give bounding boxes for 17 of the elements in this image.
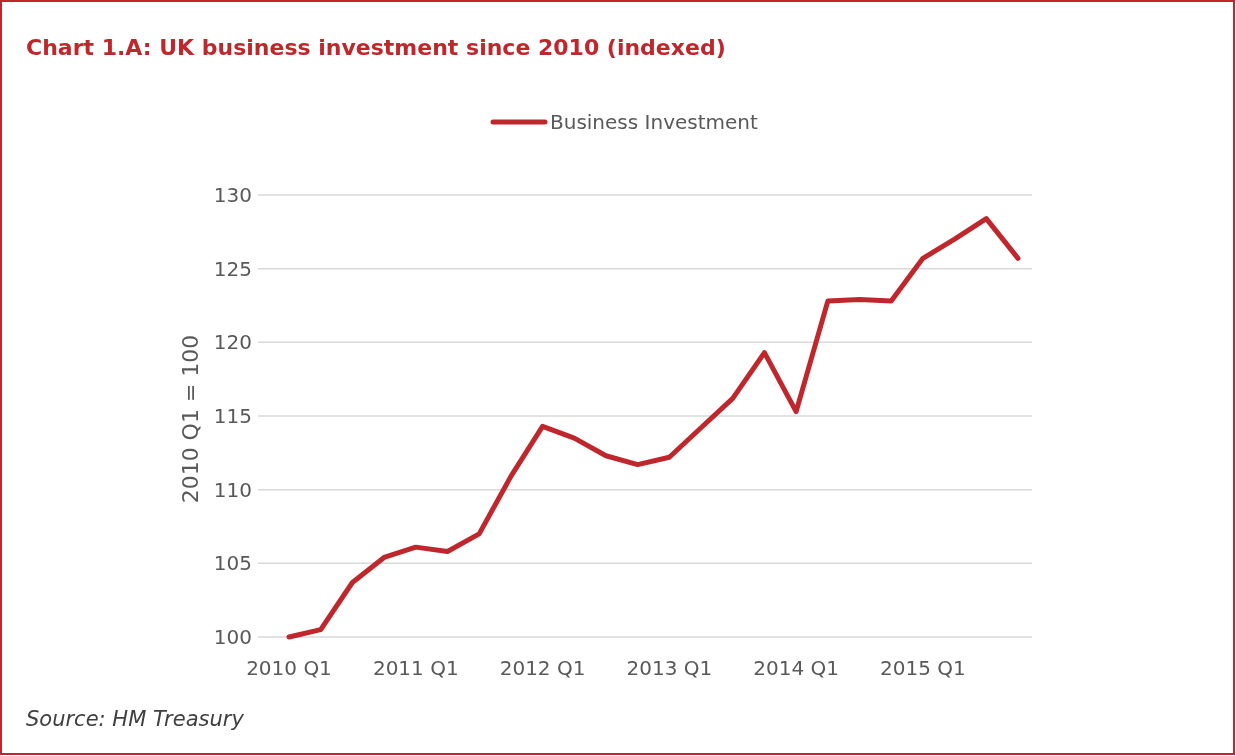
y-tick-label: 115 [213,404,252,428]
y-tick-label: 110 [213,477,252,502]
y-tick-label: 105 [213,551,252,576]
x-tick-label: 2014 Q1 [753,656,839,680]
y-tick-label: 125 [213,256,252,281]
y-tick-label: 120 [213,330,252,355]
x-tick-label: 2011 Q1 [372,656,459,680]
x-tick-label: 2015 Q1 [880,656,966,680]
source-note: Source: HM Treasury [26,707,245,731]
legend-label: Business Investment [550,110,758,134]
x-tick-label: 2012 Q1 [499,656,586,680]
y-axis-title: 2010 Q1 = 100 [178,334,203,504]
x-tick-label: 2010 Q1 [246,656,332,680]
y-tick-label: 130 [213,183,252,207]
x-tick-label: 2013 Q1 [626,656,713,680]
chart-title: Chart 1.A: UK business investment since 2010 (indexed) [26,35,726,60]
y-tick-label: 100 [213,625,252,649]
